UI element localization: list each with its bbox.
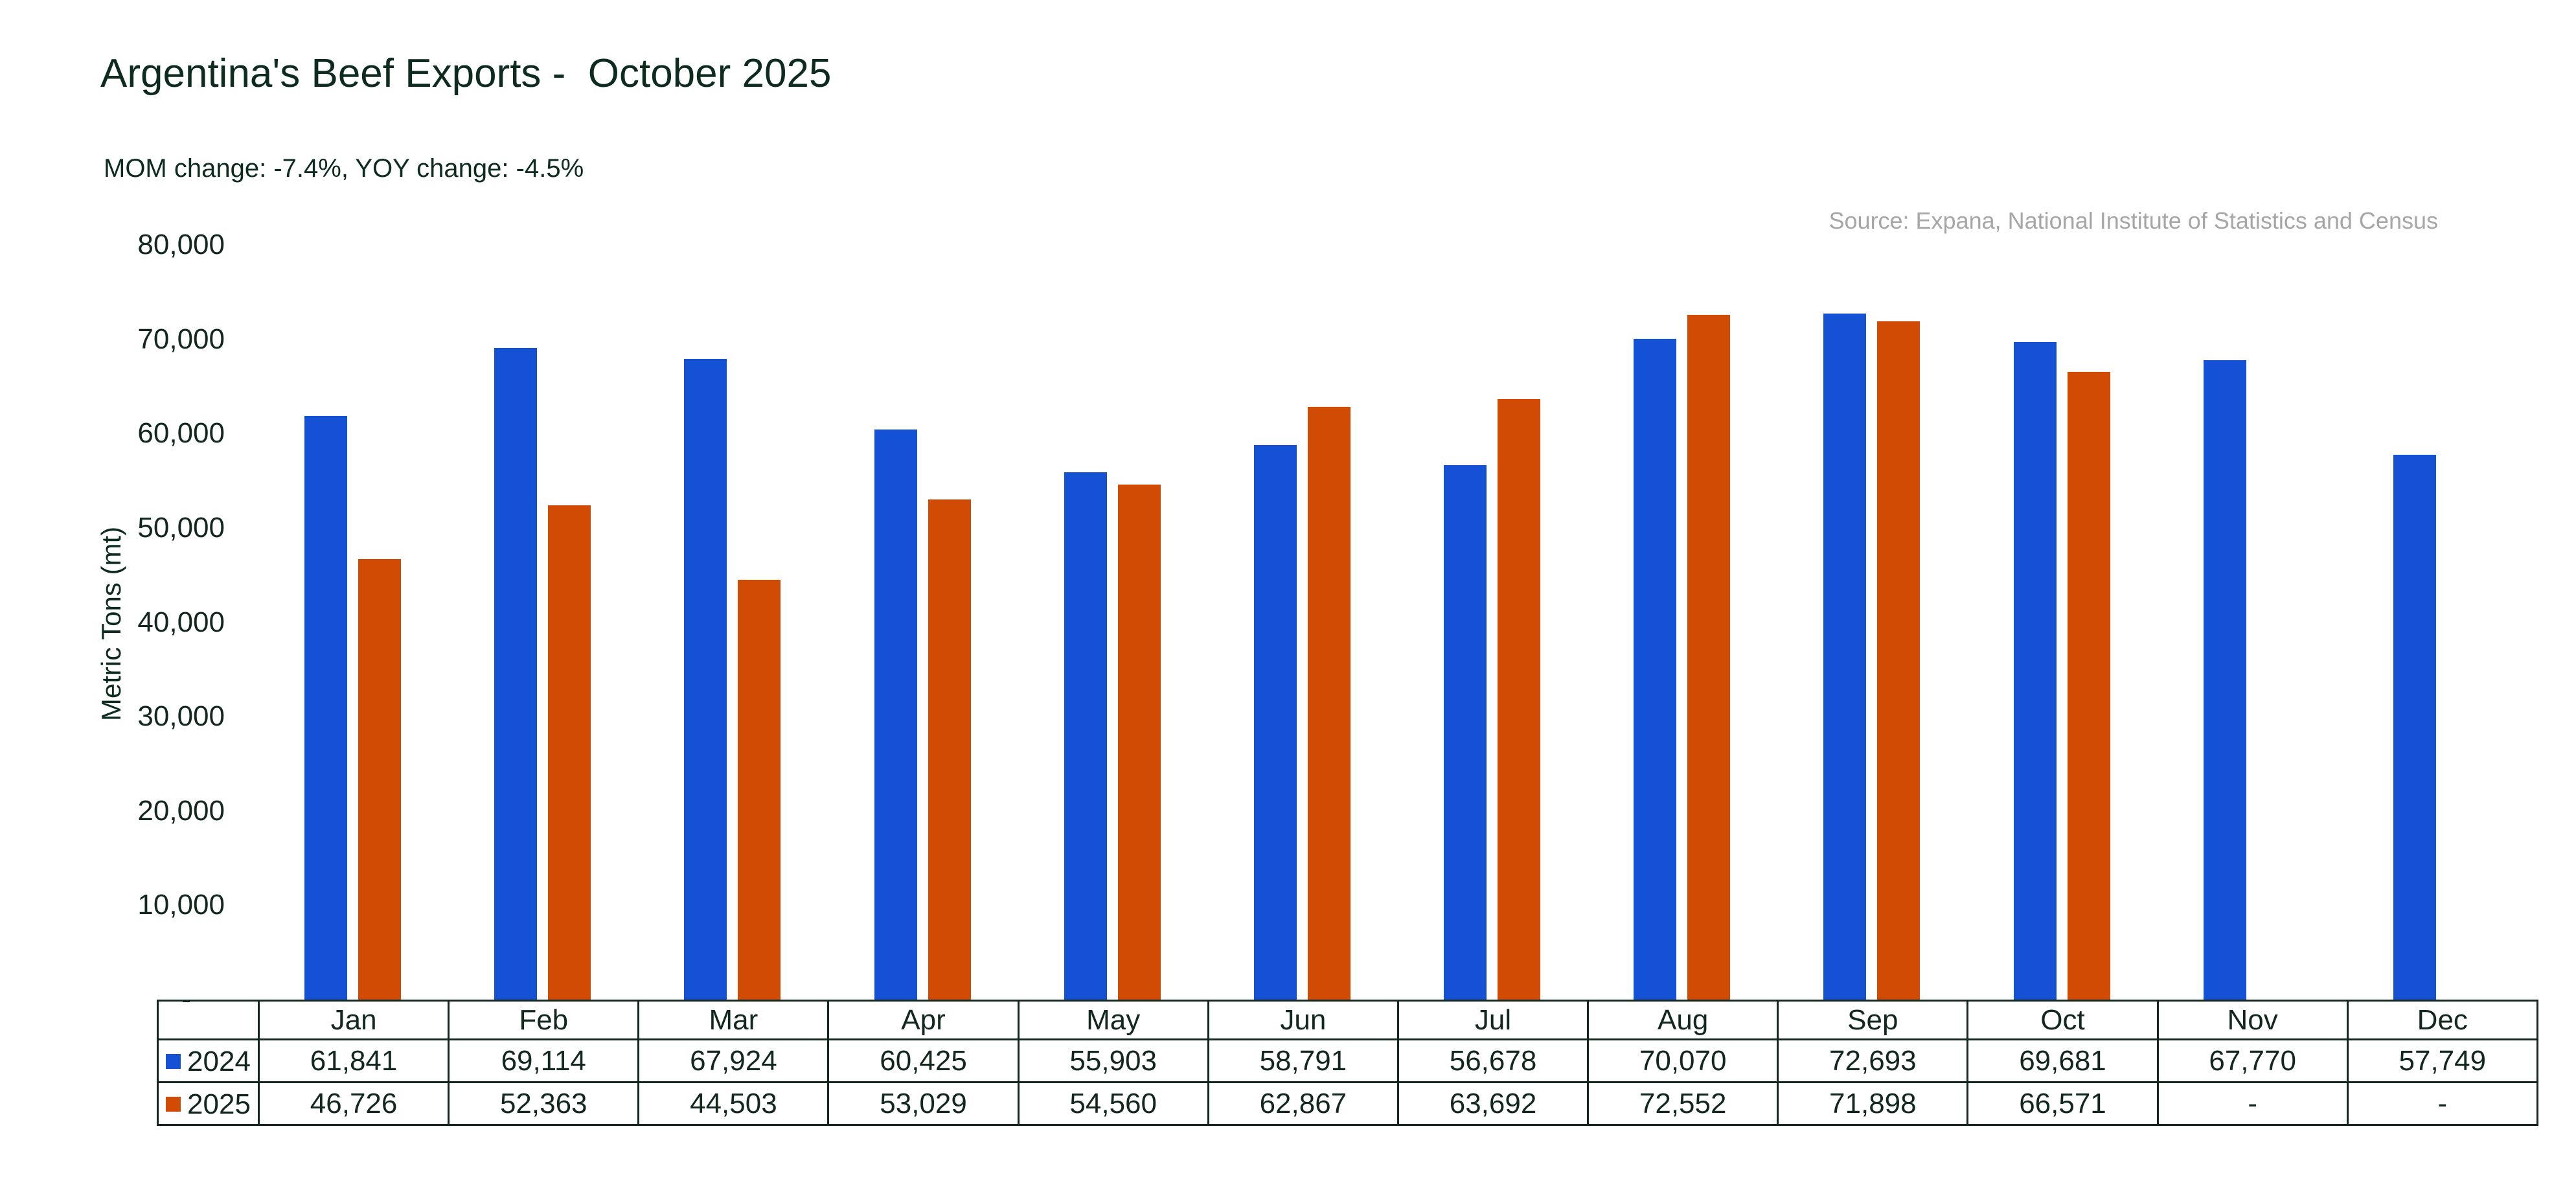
month-header-may: May (1017, 1000, 1209, 1040)
y-tick-label-10000: 10,000 (137, 889, 225, 921)
bar-2025-oct[interactable] (2067, 371, 2110, 1000)
value-2024-may: 55,903 (1017, 1038, 1209, 1083)
value-2025-sep: 71,898 (1777, 1081, 1969, 1126)
page-title: Argentina's Beef Exports - October 2025 (100, 51, 832, 96)
y-tick-label-60000: 60,000 (137, 417, 225, 450)
bar-2024-feb[interactable] (494, 347, 538, 1000)
bar-2025-apr[interactable] (928, 499, 971, 1000)
source-note: Source: Expana, National Institute of St… (1829, 207, 2438, 234)
value-2025-apr: 53,029 (827, 1081, 1020, 1126)
bar-2025-jan[interactable] (358, 558, 402, 1000)
bar-2024-jun[interactable] (1253, 444, 1297, 1000)
month-header-aug: Aug (1587, 1000, 1779, 1040)
table-row-2025: 2025 46,726 52,363 44,503 53,029 54,560 62,867… (157, 1081, 2538, 1126)
value-2025-dec: - (2346, 1081, 2538, 1126)
value-2024-sep: 72,693 (1777, 1038, 1969, 1083)
value-2025-mar: 44,503 (637, 1081, 830, 1126)
bar-group-oct (1967, 245, 2157, 1000)
y-tick-label-20000: 20,000 (137, 794, 225, 827)
month-header-dec: Dec (2346, 1000, 2538, 1040)
month-header-jan: Jan (257, 1000, 450, 1040)
bar-group-dec (2347, 245, 2536, 1000)
legend-swatch-2025 (166, 1097, 181, 1112)
value-2025-jun: 62,867 (1207, 1081, 1399, 1126)
bar-group-feb (448, 245, 637, 1000)
bar-2024-dec[interactable] (2393, 455, 2436, 1000)
month-header-jul: Jul (1396, 1000, 1590, 1040)
bar-2025-feb[interactable] (548, 505, 591, 1000)
legend-label-2024: 2024 (187, 1045, 251, 1077)
data-table: Jan Feb Mar Apr May Jun Jul Aug Sep Oct Nov Dec 2024… (157, 1000, 2538, 1126)
plot-area (258, 245, 2536, 1000)
y-tick-label-50000: 50,000 (137, 511, 225, 544)
bar-group-jun (1207, 245, 1397, 1000)
value-2025-may: 54,560 (1017, 1081, 1209, 1126)
month-header-mar: Mar (637, 1000, 830, 1040)
value-2025-oct: 66,571 (1966, 1081, 2159, 1126)
legend-label-2025: 2025 (187, 1088, 251, 1120)
bar-2024-jul[interactable] (1444, 464, 1487, 1000)
value-2025-nov: - (2156, 1081, 2349, 1126)
bar-2024-jan[interactable] (304, 416, 348, 1000)
y-tick-label-30000: 30,000 (137, 700, 225, 733)
y-tick-label-70000: 70,000 (137, 323, 225, 355)
value-2025-jan: 46,726 (257, 1081, 450, 1126)
value-2025-jul: 63,692 (1396, 1081, 1590, 1126)
month-header-feb: Feb (448, 1000, 640, 1040)
value-2025-aug: 72,552 (1587, 1081, 1779, 1126)
month-header-jun: Jun (1207, 1000, 1399, 1040)
bar-2024-may[interactable] (1064, 472, 1107, 1000)
bar-2025-jun[interactable] (1307, 406, 1351, 1000)
month-header-apr: Apr (827, 1000, 1020, 1040)
value-2025-feb: 52,363 (448, 1081, 640, 1126)
bar-group-aug (1587, 245, 1777, 1000)
month-header-oct: Oct (1966, 1000, 2159, 1040)
month-header-nov: Nov (2156, 1000, 2349, 1040)
bar-group-may (1018, 245, 1207, 1000)
y-tick-label-40000: 40,000 (137, 606, 225, 638)
value-2024-mar: 67,924 (637, 1038, 830, 1083)
value-2024-oct: 69,681 (1966, 1038, 2159, 1083)
value-2024-dec: 57,749 (2346, 1038, 2538, 1083)
value-2024-feb: 69,114 (448, 1038, 640, 1083)
table-row-2024: 2024 61,841 69,114 67,924 60,425 55,903 58,791… (157, 1038, 2538, 1083)
y-tick-label-80000: 80,000 (137, 229, 225, 260)
data-table-container: Jan Feb Mar Apr May Jun Jul Aug Sep Oct Nov Dec 2024… (157, 1000, 2538, 1126)
bar-2024-mar[interactable] (684, 358, 727, 1000)
bar-2025-jul[interactable] (1498, 398, 1541, 1000)
bar-2025-aug[interactable] (1687, 315, 1731, 1000)
bar-2024-oct[interactable] (2013, 342, 2057, 1000)
bar-2024-sep[interactable] (1823, 314, 1867, 1000)
value-2024-jun: 58,791 (1207, 1038, 1399, 1083)
bar-group-apr (828, 245, 1018, 1000)
bar-2025-mar[interactable] (738, 579, 781, 1000)
bar-group-mar (637, 245, 827, 1000)
bar-group-sep (1777, 245, 1966, 1000)
bar-2024-apr[interactable] (874, 430, 917, 1000)
month-header-sep: Sep (1777, 1000, 1969, 1040)
bar-group-jul (1397, 245, 1587, 1000)
value-2024-jul: 56,678 (1396, 1038, 1590, 1083)
value-2024-jan: 61,841 (257, 1038, 450, 1083)
bar-2025-sep[interactable] (1877, 321, 1921, 1000)
bar-2025-may[interactable] (1117, 485, 1161, 1000)
legend-cell-2025: 2025 (157, 1081, 260, 1126)
bar-2024-nov[interactable] (2203, 360, 2246, 1000)
value-2024-apr: 60,425 (827, 1038, 1020, 1083)
legend-cell-2024: 2024 (157, 1038, 260, 1083)
chart-subtitle: MOM change: -7.4%, YOY change: -4.5% (104, 154, 584, 183)
value-2024-nov: 67,770 (2156, 1038, 2349, 1083)
bar-2024-aug[interactable] (1634, 338, 1677, 1000)
table-corner-empty (157, 1000, 260, 1040)
legend-swatch-2024 (166, 1054, 181, 1070)
value-2024-aug: 70,070 (1587, 1038, 1779, 1083)
bar-group-jan (258, 245, 448, 1000)
bar-group-nov (2157, 245, 2347, 1000)
